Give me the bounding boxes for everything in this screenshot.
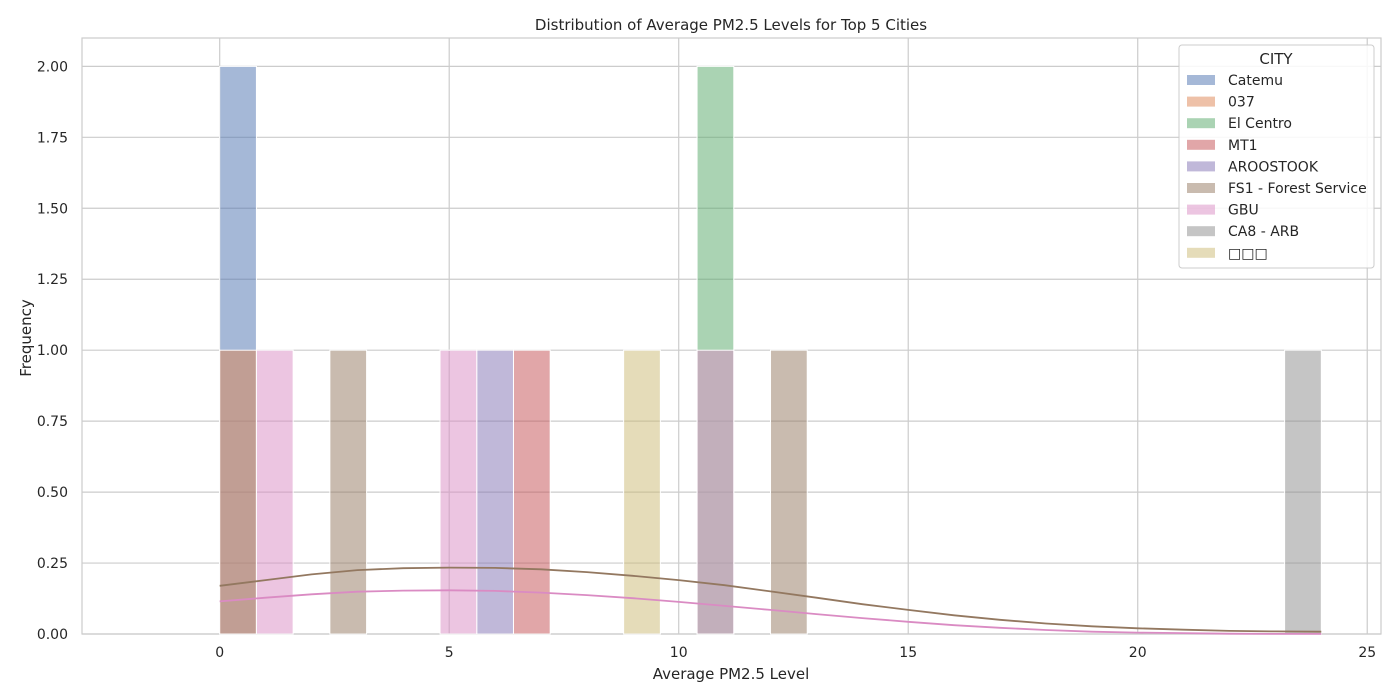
legend-label-7: CA8 - ARB [1228, 224, 1299, 240]
legend-label-2: El Centro [1228, 116, 1292, 132]
legend-label-0: Catemu [1228, 73, 1283, 89]
y-tick-label: 1.00 [37, 343, 68, 359]
y-tick-label: 0.25 [37, 556, 68, 572]
bar-6 [255, 349, 294, 635]
chart-title: Distribution of Average PM2.5 Levels for… [535, 16, 927, 34]
x-axis-label: Average PM2.5 Level [653, 665, 810, 683]
legend-label-1: 037 [1228, 95, 1255, 111]
legend-swatch-3 [1187, 139, 1215, 150]
kde-line-0 [219, 566, 1322, 633]
y-tick-label: 2.00 [37, 59, 68, 75]
legend-swatch-0 [1187, 75, 1215, 85]
x-tick-label: 25 [1358, 645, 1376, 661]
y-axis-label: Frequency [17, 299, 35, 377]
bar-6 [696, 349, 735, 635]
y-tick-label: 0.75 [37, 414, 68, 430]
bar-1 [219, 349, 257, 635]
y-tick-label: 1.25 [37, 272, 68, 288]
x-tick-label: 0 [215, 645, 224, 661]
kde-line-1 [219, 589, 1322, 635]
legend: CITY Catemu 037 El Centro MT1 AROOSTOOK FS1 -… [1178, 44, 1375, 269]
x-tick-label: 10 [670, 645, 688, 661]
bar-8 [623, 349, 661, 635]
legend-swatch-4 [1187, 161, 1215, 172]
bar-5 [329, 349, 368, 635]
bar-6 [439, 349, 478, 635]
bar-3 [512, 349, 551, 635]
legend-swatch-7 [1187, 226, 1215, 237]
legend-label-3: MT1 [1228, 138, 1258, 154]
legend-items: Catemu 037 El Centro MT1 AROOSTOOK FS1 - Fore… [1187, 73, 1367, 262]
legend-swatch-8 [1187, 247, 1215, 258]
legend-swatch-5 [1187, 183, 1215, 193]
x-tick-labels: 0 5 10 15 20 25 [215, 645, 1376, 661]
legend-label-6: GBU [1228, 203, 1259, 219]
legend-swatch-6 [1187, 204, 1215, 215]
bar-4 [476, 349, 514, 635]
y-tick-label: 1.75 [37, 130, 68, 146]
legend-label-4: AROOSTOOK [1228, 159, 1319, 175]
kde-lines [219, 566, 1322, 635]
legend-label-8: □□□ [1228, 246, 1268, 262]
x-tick-label: 15 [899, 645, 917, 661]
legend-swatch-2 [1187, 118, 1215, 129]
bars [219, 65, 1322, 635]
y-tick-label: 0.00 [37, 627, 68, 643]
x-tick-label: 5 [445, 645, 454, 661]
y-tick-label: 0.50 [37, 485, 68, 501]
y-tick-label: 1.50 [37, 201, 68, 217]
y-tick-labels: 0.00 0.25 0.50 0.75 1.00 1.25 1.50 1.75 2.00 [37, 59, 68, 643]
bar-7 [1284, 349, 1322, 635]
x-tick-label: 20 [1129, 645, 1147, 661]
bar-5 [770, 349, 808, 635]
legend-box [1178, 44, 1375, 269]
legend-swatch-1 [1187, 96, 1215, 107]
legend-title: CITY [1259, 50, 1293, 68]
legend-label-5: FS1 - Forest Service [1228, 181, 1367, 197]
